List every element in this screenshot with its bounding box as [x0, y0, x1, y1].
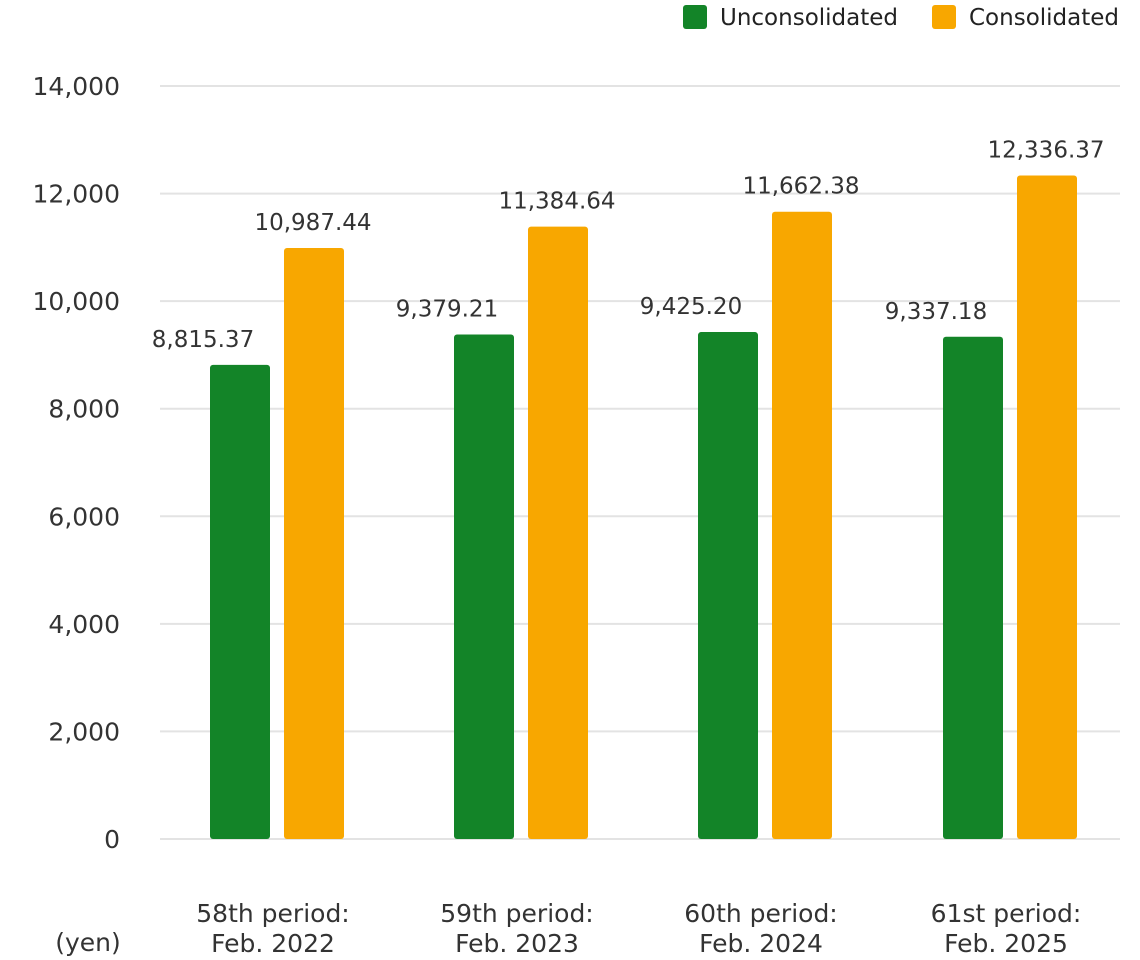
- data-label: 9,379.21: [396, 297, 498, 323]
- x-category-label: 61st period: Feb. 2025: [931, 899, 1082, 958]
- legend-label-consolidated: Consolidated: [969, 5, 1119, 31]
- y-tick-label: 4,000: [48, 610, 120, 639]
- bar-unconsolidated: [454, 334, 514, 839]
- data-label: 9,337.18: [885, 299, 987, 325]
- legend-swatch-consolidated: [932, 5, 956, 29]
- data-label: 10,987.44: [254, 210, 371, 236]
- bar-unconsolidated: [210, 364, 270, 839]
- data-label: 9,425.20: [640, 294, 742, 320]
- legend: Unconsolidated Consolidated: [683, 5, 1119, 31]
- y-tick-label: 0: [104, 825, 120, 854]
- bar-consolidated: [772, 211, 832, 839]
- data-label: 12,336.37: [987, 137, 1104, 163]
- legend-label-unconsolidated: Unconsolidated: [720, 5, 898, 31]
- bar-consolidated: [528, 226, 588, 839]
- data-label: 8,815.37: [152, 327, 254, 353]
- x-category-label: 58th period: Feb. 2022: [196, 899, 349, 958]
- y-tick-label: 12,000: [33, 180, 120, 209]
- y-tick-label: 8,000: [48, 395, 120, 424]
- y-axis-ticks: 0 2,000 4,000 6,000 8,000 10,000 12,000 14,000: [33, 72, 120, 854]
- data-labels: 8,815.37 10,987.44 9,379.21 11,384.64 9,425.…: [152, 137, 1105, 352]
- bar-unconsolidated: [943, 336, 1003, 839]
- data-label: 11,384.64: [498, 189, 615, 215]
- y-tick-label: 10,000: [33, 287, 120, 316]
- bar-consolidated: [1017, 175, 1077, 840]
- y-tick-label: 2,000: [48, 717, 120, 746]
- bars: [210, 175, 1077, 840]
- x-category-label: 59th period: Feb. 2023: [440, 899, 593, 958]
- y-tick-label: 6,000: [48, 502, 120, 531]
- bar-consolidated: [284, 248, 344, 839]
- legend-swatch-unconsolidated: [683, 5, 707, 29]
- y-axis-unit-label: (yen): [55, 928, 121, 957]
- data-label: 11,662.38: [742, 174, 859, 200]
- x-axis-categories: 58th period: Feb. 2022 59th period: Feb. 20…: [196, 899, 1081, 958]
- x-category-label: 60th period: Feb. 2024: [684, 899, 837, 958]
- y-tick-label: 14,000: [33, 72, 120, 101]
- bar-unconsolidated: [698, 332, 758, 839]
